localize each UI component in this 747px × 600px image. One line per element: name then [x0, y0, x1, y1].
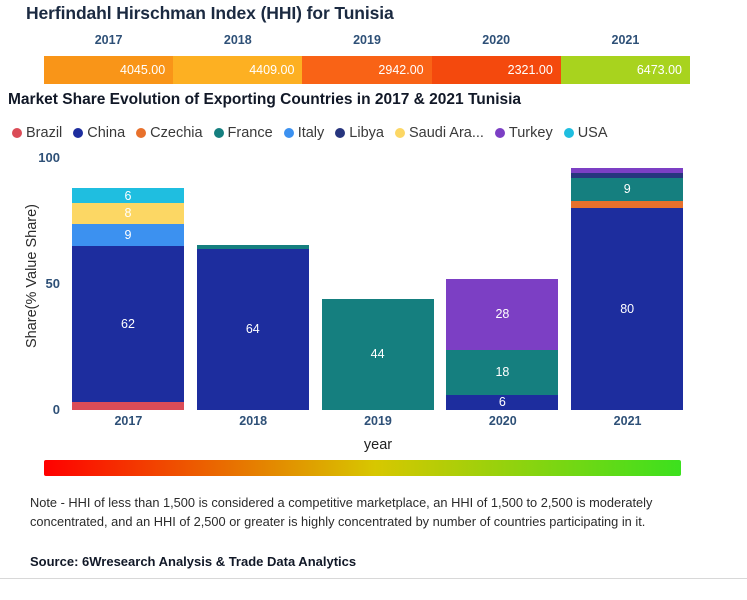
legend-item-brazil[interactable]: Brazil [12, 125, 62, 141]
legend-item-italy[interactable]: Italy [283, 125, 325, 141]
legend-swatch-icon [335, 128, 346, 138]
bar-segment-value: 6 [124, 188, 132, 203]
x-axis-tick-label: 2018 [239, 414, 268, 428]
bar-segment[interactable] [196, 244, 309, 249]
bar-segment-value: 9 [124, 227, 132, 242]
bar-segment[interactable]: 8 [72, 203, 184, 224]
legend-swatch-icon [563, 128, 574, 138]
hhi-year-label: 2018 [223, 33, 252, 47]
bar-segment-value: 9 [623, 182, 631, 197]
hhi-year-label: 2017 [94, 33, 123, 47]
legend-item-saudiara[interactable]: Saudi Ara... [394, 125, 484, 141]
hhi-gradient-scale [44, 460, 681, 476]
legend-swatch-icon [494, 128, 505, 138]
bar-segment[interactable]: 62 [72, 246, 184, 403]
legend-label: China [87, 125, 126, 141]
bar-segment[interactable]: 28 [446, 278, 559, 350]
bar-segment-value: 8 [124, 206, 132, 221]
hhi-value-segment: 6473.00 [560, 56, 690, 84]
hhi-value-segment: 4045.00 [44, 56, 174, 84]
legend-item-china[interactable]: China [73, 125, 125, 141]
y-axis-tick-label: 100 [38, 150, 60, 165]
hhi-value-text: 2321.00 [507, 63, 553, 77]
stacked-bar[interactable]: 64 [196, 244, 309, 410]
bar-segment-value: 80 [620, 301, 635, 316]
x-axis-tick-label: 2019 [364, 414, 392, 428]
hhi-value-segment: 4409.00 [173, 56, 303, 84]
stacked-bar[interactable]: 9 80 [571, 168, 684, 410]
bottom-divider [0, 578, 747, 579]
legend-item-usa[interactable]: USA [563, 125, 608, 141]
bar-segment-value: 18 [495, 364, 510, 379]
y-axis-tick-label: 0 [52, 402, 60, 417]
stacked-bar[interactable]: 6 8 9 62 [72, 188, 184, 410]
source-line: Source: 6Wresearch Analysis & Trade Data… [30, 554, 357, 569]
hhi-year-label: 2019 [353, 33, 381, 47]
bar-segment[interactable]: 9 [72, 223, 184, 247]
chart-title: Market Share Evolution of Exporting Coun… [8, 91, 522, 108]
hhi-value-segment: 2942.00 [302, 56, 432, 84]
hhi-title: Herfindahl Hirschman Index (HHI) for Tun… [26, 3, 394, 23]
hhi-value-text: 4409.00 [249, 63, 295, 77]
bar-segment-value: 64 [245, 322, 260, 337]
legend-swatch-icon [213, 128, 224, 138]
legend-label: Turkey [508, 125, 553, 141]
hhi-value-segment: 2321.00 [431, 56, 561, 84]
footnote: Note - HHI of less than 1,500 is conside… [30, 495, 653, 529]
legend-item-czechia[interactable]: Czechia [136, 125, 203, 141]
hhi-value-text: 2942.00 [378, 63, 424, 77]
plot-wrapper: Share(% Value Share) 0 50 100 6 8 9 62 64 44 28 1… [0, 150, 747, 453]
hhi-value-text: 4045.00 [120, 63, 166, 77]
hhi-value-bar: 4045.00 4409.00 2942.00 2321.00 6473.00 [44, 56, 690, 84]
bar-segment[interactable]: 44 [321, 299, 434, 410]
bar-segment-value: 62 [121, 317, 135, 332]
stacked-bar[interactable]: 44 [321, 299, 434, 410]
bar-segment[interactable]: 64 [196, 248, 309, 410]
bar-segment-value: 44 [370, 347, 385, 362]
hhi-value-text: 6473.00 [636, 63, 683, 77]
legend-label: USA [577, 125, 608, 141]
legend-label: Saudi Ara... [408, 125, 484, 141]
y-axis-tick-label: 50 [45, 276, 60, 291]
legend-item-libya[interactable]: Libya [335, 125, 384, 141]
x-axis-tick-label: 2017 [114, 414, 143, 428]
legend-item-france[interactable]: France [213, 125, 273, 141]
x-axis-title: year [363, 437, 393, 453]
bar-segment[interactable]: 18 [446, 349, 559, 395]
legend-label: Czechia [150, 125, 203, 141]
legend-swatch-icon [73, 128, 84, 138]
hhi-year-header: 2017 2018 2019 2020 2021 [44, 33, 690, 53]
legend-label: Libya [349, 125, 384, 141]
legend-swatch-icon [283, 128, 294, 138]
chart-legend: Brazil China Czechia France Italy Libya Saudi … [12, 125, 619, 141]
x-axis-ticks: 2017 2018 2019 2020 2021 [66, 414, 690, 434]
bar-segment[interactable]: 6 [446, 394, 559, 410]
legend-label: Italy [297, 125, 325, 141]
stacked-bar[interactable]: 28 18 6 [446, 278, 559, 410]
bar-segment[interactable]: 6 [72, 188, 184, 204]
x-axis-tick-label: 2021 [613, 414, 642, 428]
legend-label: France [227, 125, 273, 141]
bar-segment-value: 28 [495, 307, 510, 321]
hhi-year-label: 2020 [482, 33, 511, 47]
plot-area: 6 8 9 62 64 44 28 18 6 9 80 [66, 158, 690, 410]
legend-label: Brazil [26, 125, 63, 141]
bar-segment[interactable]: 9 [571, 178, 684, 201]
bar-segment[interactable] [72, 402, 184, 410]
x-axis-tick-label: 2020 [488, 414, 517, 428]
hhi-year-label: 2021 [611, 33, 640, 47]
bar-segment[interactable]: 80 [571, 208, 684, 410]
bar-segment[interactable] [571, 168, 684, 174]
legend-item-turkey[interactable]: Turkey [494, 125, 553, 141]
legend-swatch-icon [12, 128, 22, 138]
bar-segment[interactable] [571, 173, 684, 179]
bar-segment[interactable] [571, 200, 684, 209]
legend-swatch-icon [136, 128, 147, 138]
y-axis-ticks: 0 50 100 [18, 150, 60, 417]
legend-swatch-icon [394, 128, 405, 138]
bar-segment-value: 6 [498, 395, 506, 410]
